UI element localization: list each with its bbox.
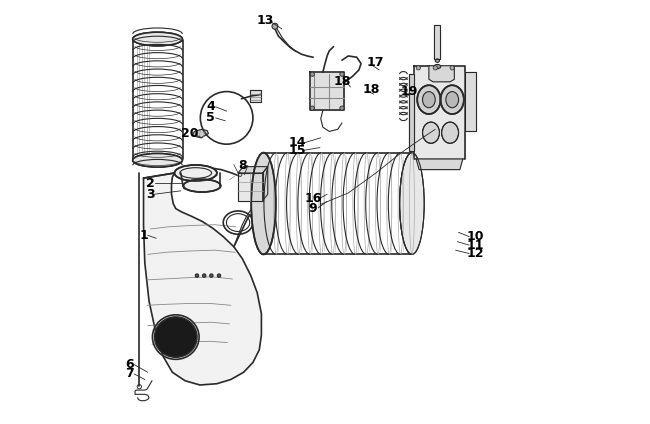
Text: 8: 8 — [238, 159, 246, 172]
Ellipse shape — [340, 106, 344, 110]
Polygon shape — [465, 72, 476, 131]
Text: 12: 12 — [467, 247, 484, 260]
Text: 17: 17 — [367, 56, 384, 69]
Polygon shape — [310, 72, 344, 110]
Text: 6: 6 — [125, 358, 133, 371]
Text: 1: 1 — [139, 229, 148, 242]
Text: 16: 16 — [304, 192, 322, 205]
Ellipse shape — [450, 66, 454, 70]
Text: 20: 20 — [181, 127, 199, 140]
Text: 7: 7 — [125, 368, 133, 380]
Ellipse shape — [340, 72, 344, 76]
Ellipse shape — [441, 122, 458, 143]
Polygon shape — [429, 66, 454, 82]
Text: 14: 14 — [289, 136, 306, 148]
Ellipse shape — [155, 317, 197, 357]
Polygon shape — [238, 173, 263, 201]
Ellipse shape — [202, 274, 206, 277]
Ellipse shape — [422, 122, 439, 143]
Ellipse shape — [417, 85, 441, 114]
Text: 9: 9 — [309, 202, 317, 215]
Text: 19: 19 — [400, 85, 418, 98]
Text: 18: 18 — [362, 84, 380, 96]
Polygon shape — [144, 173, 261, 385]
Polygon shape — [409, 74, 414, 151]
Text: 18: 18 — [333, 75, 350, 88]
Ellipse shape — [133, 32, 182, 46]
Ellipse shape — [133, 153, 182, 167]
Text: 3: 3 — [146, 188, 155, 201]
Polygon shape — [250, 90, 261, 102]
Text: 4: 4 — [206, 100, 215, 113]
Text: 5: 5 — [206, 112, 215, 124]
Text: 10: 10 — [467, 230, 484, 243]
Polygon shape — [238, 167, 268, 173]
Ellipse shape — [310, 72, 315, 76]
Ellipse shape — [433, 66, 437, 70]
Ellipse shape — [446, 92, 458, 108]
Ellipse shape — [400, 153, 424, 254]
Text: 2: 2 — [146, 177, 155, 190]
Ellipse shape — [183, 179, 221, 192]
Ellipse shape — [441, 85, 464, 114]
Text: 13: 13 — [256, 14, 274, 27]
Ellipse shape — [416, 66, 421, 70]
Polygon shape — [414, 66, 465, 159]
Polygon shape — [192, 129, 209, 138]
Ellipse shape — [422, 92, 436, 108]
Polygon shape — [416, 159, 463, 170]
Ellipse shape — [210, 274, 213, 277]
Polygon shape — [263, 167, 268, 201]
Ellipse shape — [195, 274, 199, 277]
Ellipse shape — [251, 153, 276, 254]
Ellipse shape — [434, 64, 441, 69]
Text: 15: 15 — [289, 144, 306, 157]
Ellipse shape — [310, 106, 315, 110]
Polygon shape — [434, 25, 440, 59]
Ellipse shape — [272, 23, 278, 29]
Ellipse shape — [174, 165, 217, 181]
Text: 11: 11 — [467, 239, 484, 251]
Ellipse shape — [217, 274, 221, 277]
Ellipse shape — [436, 59, 439, 62]
